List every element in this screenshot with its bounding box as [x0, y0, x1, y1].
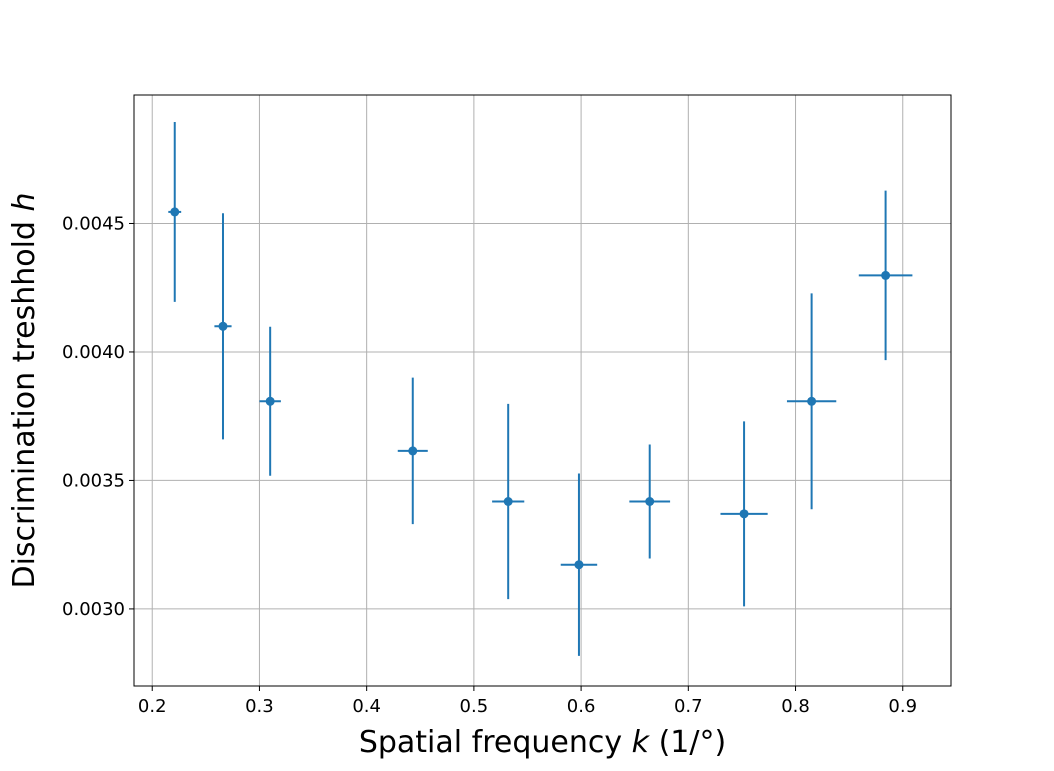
x-tick-label: 0.4 — [352, 696, 381, 717]
data-point — [408, 446, 418, 456]
x-tick-label: 0.6 — [567, 696, 596, 717]
x-axis-label-unit: (1/°) — [649, 725, 726, 760]
data-point — [170, 207, 180, 217]
data-point — [218, 321, 228, 331]
x-tick-label: 0.8 — [781, 696, 810, 717]
data-markers — [170, 207, 891, 570]
data-point — [645, 497, 655, 507]
y-tick-label: 0.0030 — [62, 599, 125, 620]
data-point — [739, 509, 749, 519]
data-point — [881, 270, 891, 280]
y-tick-label: 0.0035 — [62, 470, 125, 491]
y-axis-label-prefix: Discrimination treshhold — [7, 212, 42, 589]
data-point — [265, 396, 275, 406]
x-tick-label: 0.2 — [138, 696, 167, 717]
x-tick-label: 0.9 — [888, 696, 917, 717]
x-tick-label: 0.3 — [245, 696, 274, 717]
x-tick-label: 0.7 — [674, 696, 703, 717]
x-axis-ticks: 0.2 0.3 0.4 0.5 0.6 0.7 0.8 0.9 — [138, 686, 917, 717]
x-tick-label: 0.5 — [460, 696, 489, 717]
data-point — [503, 497, 513, 507]
y-tick-label: 0.0040 — [62, 342, 125, 363]
y-axis-label: Discrimination treshhold h — [7, 192, 42, 588]
x-axis-label-prefix: Spatial frequency — [359, 725, 632, 760]
y-axis-label-variable: h — [7, 192, 42, 211]
y-axis-ticks: 0.0030 0.0035 0.0040 0.0045 — [62, 213, 134, 620]
plot-frame — [133, 94, 952, 687]
y-tick-label: 0.0045 — [62, 213, 125, 234]
x-axis-label: Spatial frequency k (1/°) — [359, 725, 726, 760]
data-point — [807, 396, 817, 406]
x-axis-label-variable: k — [632, 725, 651, 760]
data-point — [574, 560, 584, 570]
